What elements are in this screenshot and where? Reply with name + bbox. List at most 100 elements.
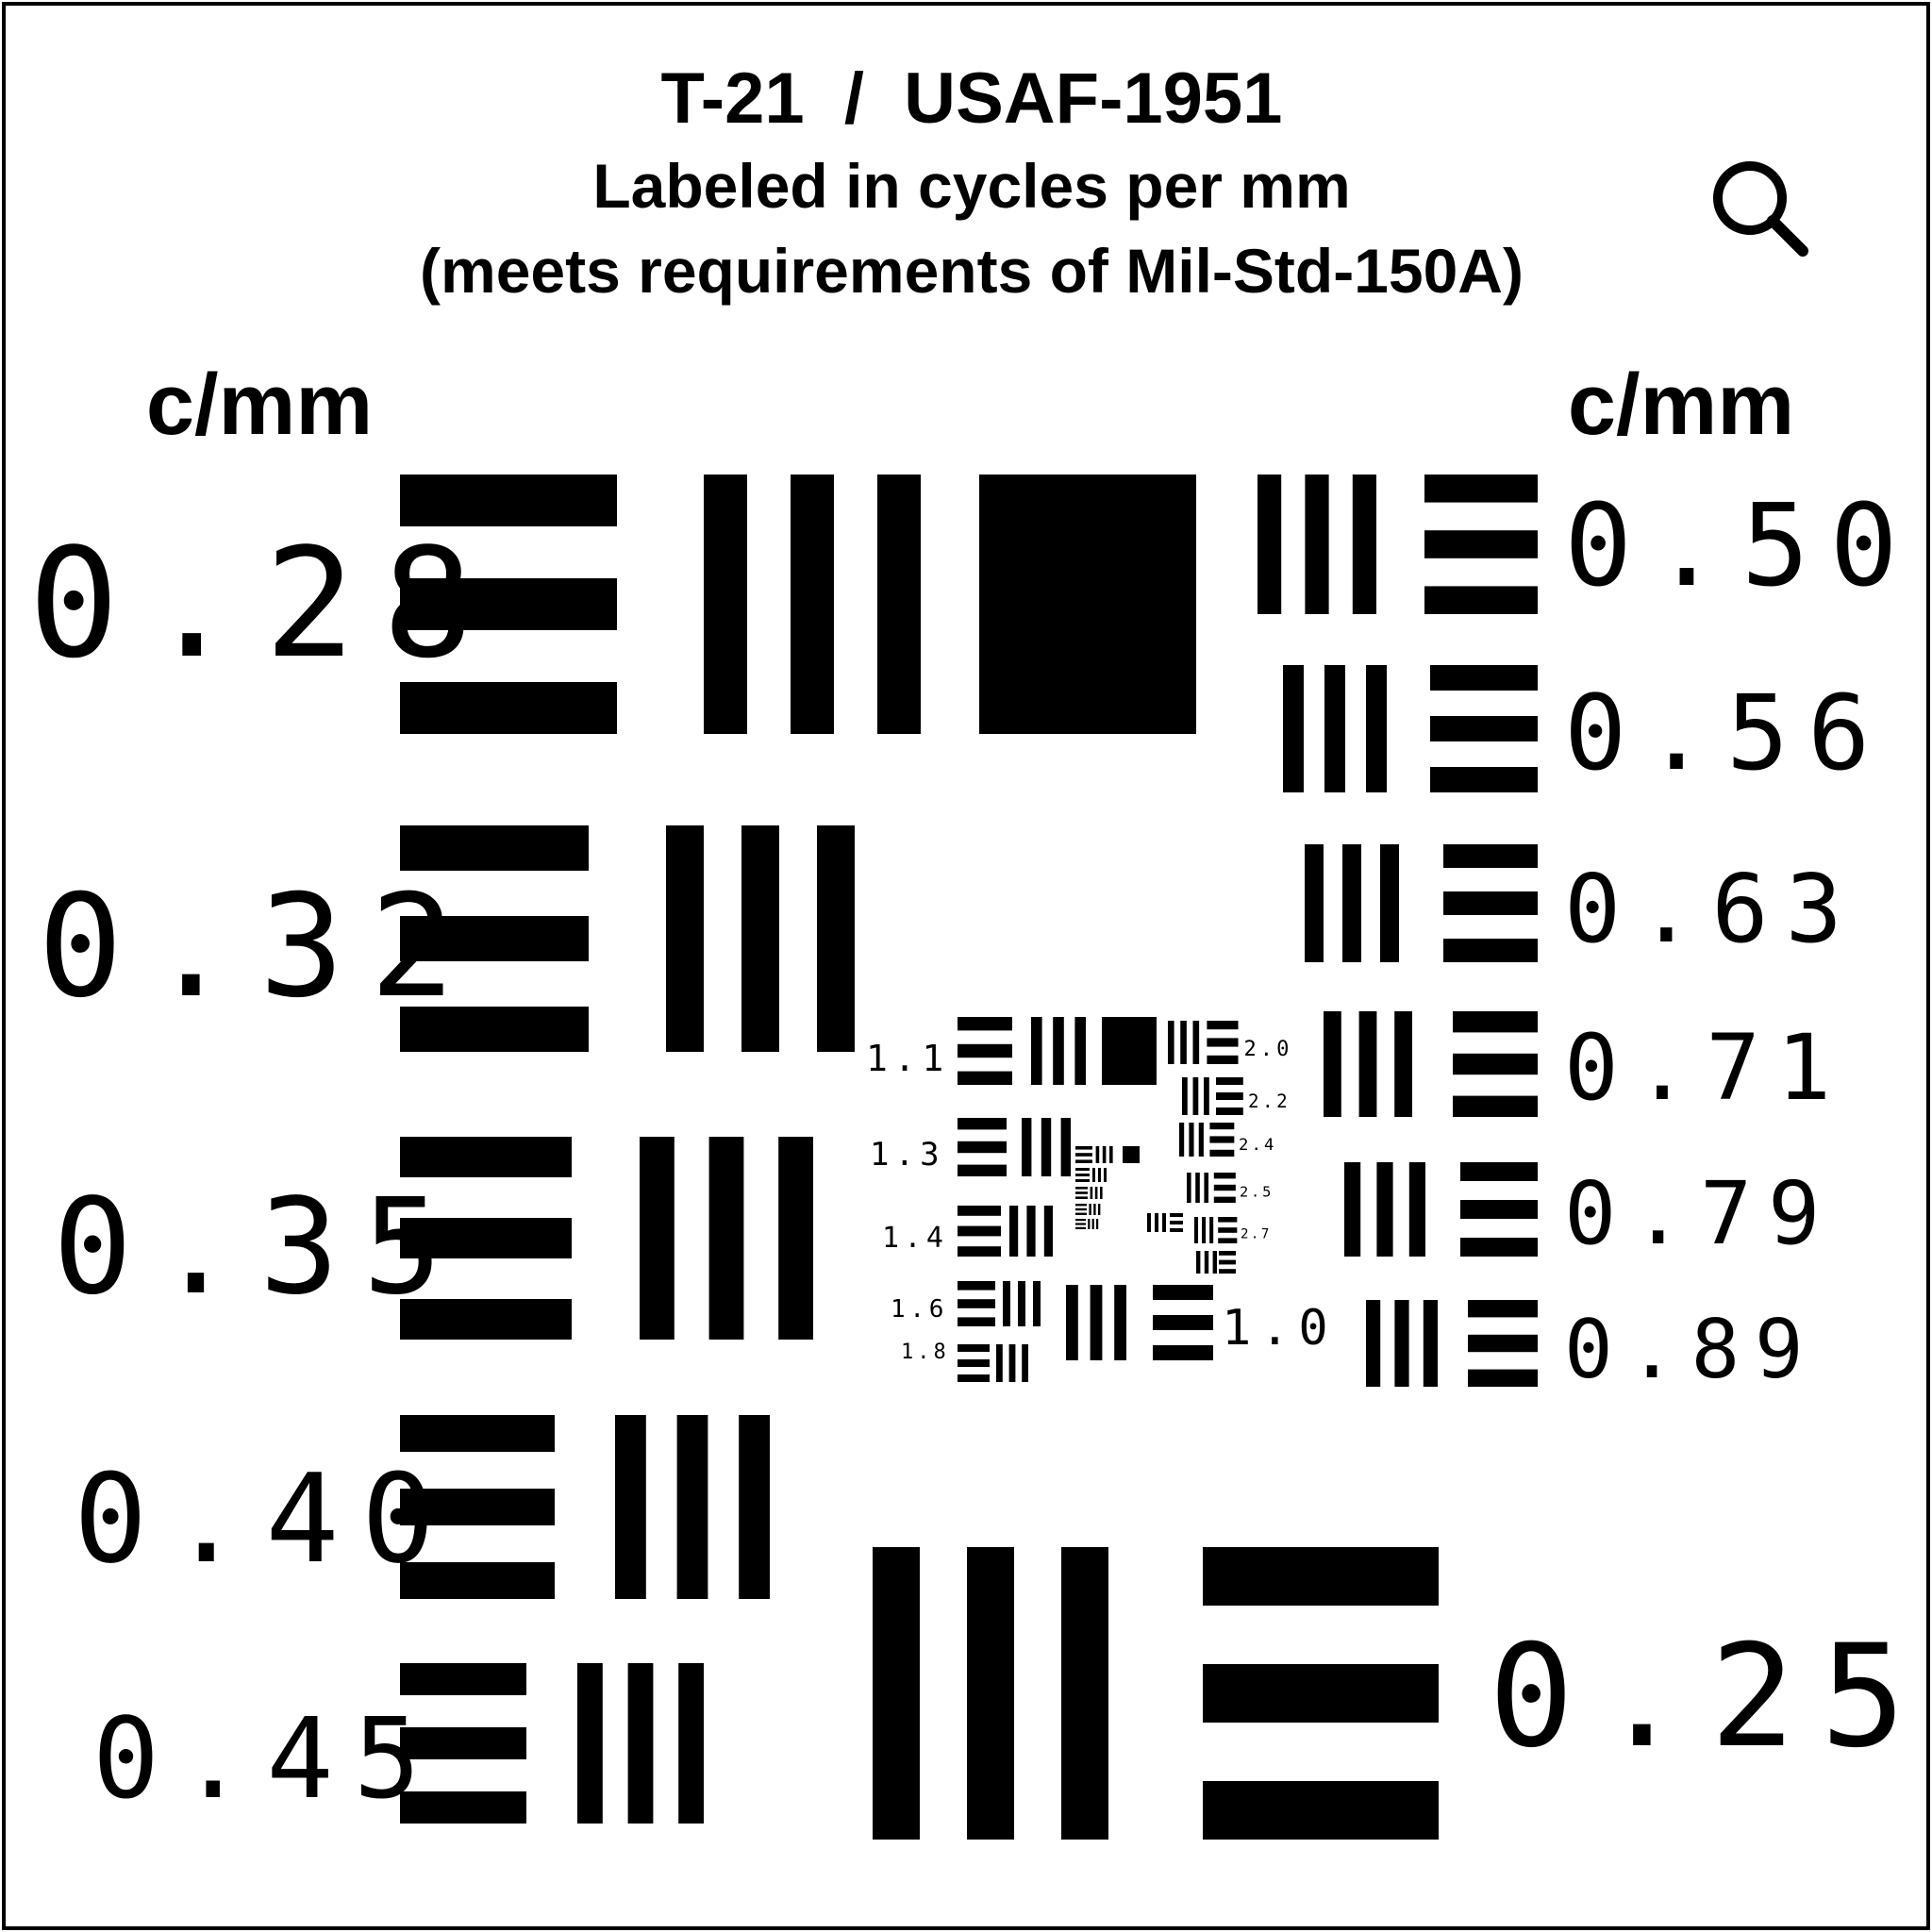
element-2-4-vbar <box>1189 1123 1193 1157</box>
unit-label-right: c/mm <box>1568 357 1794 453</box>
micro-element-vbar <box>1147 1213 1151 1232</box>
element-1-3-vbar <box>1041 1118 1051 1176</box>
element-2-4-vbar <box>1179 1123 1184 1157</box>
element-0-40-vbar <box>615 1415 646 1599</box>
element-2-2-hbar <box>1216 1092 1243 1100</box>
element-0-50-vbar <box>1353 475 1376 614</box>
element-0-28-vbar <box>791 475 834 734</box>
element-2-5-hbar <box>1214 1185 1236 1191</box>
label-0-25: 0.25 <box>1489 1615 1931 1779</box>
element-2-5-vbar <box>1204 1173 1208 1203</box>
micro-square <box>1123 1146 1140 1163</box>
element-1-0-hbar <box>1153 1345 1213 1360</box>
micro-element-vbar <box>1096 1146 1100 1163</box>
element-1-8-hbar <box>958 1359 990 1367</box>
element-2-0-hbar <box>1207 1021 1238 1029</box>
micro-element-vbar <box>1098 1168 1101 1182</box>
element-1-3-hbar <box>958 1118 1007 1129</box>
element-2-4-hbar <box>1209 1123 1234 1129</box>
element-2-7-hbar <box>1218 1217 1237 1223</box>
element-2-2-hbar <box>1216 1077 1243 1085</box>
micro-element-hbar <box>1170 1221 1183 1224</box>
element-1-0-vbar <box>1066 1285 1078 1360</box>
element-1-4-hbar <box>958 1206 1001 1216</box>
element-0-50-hbar <box>1424 475 1538 503</box>
element-0-45-vbar <box>577 1663 603 1824</box>
micro-element-vbar <box>1093 1204 1095 1215</box>
micro-element-vbar <box>1096 1219 1098 1229</box>
element-0-79-hbar <box>1460 1200 1538 1219</box>
element-1-4-hbar <box>958 1226 1001 1237</box>
micro-element-vbar <box>1088 1219 1090 1229</box>
element-0-45-vbar <box>678 1663 704 1824</box>
micro-element-hbar <box>1075 1168 1090 1171</box>
element-0-89-vbar <box>1424 1300 1438 1387</box>
element-1-6-hbar <box>958 1299 995 1308</box>
element-1-4-vbar <box>1026 1206 1035 1257</box>
element-0-32-vbar <box>666 825 704 1052</box>
subtitle: Labeled in cycles per mm <box>592 151 1350 221</box>
micro-element-hbar <box>1075 1219 1086 1221</box>
element-0-45-hbar <box>400 1663 526 1695</box>
label-2-4: 2.4 <box>1239 1136 1276 1155</box>
label-0-35: 0.35 <box>53 1171 466 1324</box>
element-1-4-vbar <box>1044 1206 1053 1257</box>
element-1-8-vbar <box>1009 1344 1016 1382</box>
micro-element-vbar <box>1095 1187 1098 1199</box>
zoom-button[interactable] <box>1703 151 1816 264</box>
element-1-8-vbar <box>996 1344 1003 1382</box>
element-2-4-hbar <box>1209 1150 1234 1157</box>
element-2-2-hbar <box>1216 1108 1243 1115</box>
element-1-6-hbar <box>958 1281 995 1291</box>
micro-element-vbar <box>1092 1168 1095 1182</box>
element-2-0-hbar <box>1207 1056 1238 1064</box>
element-0-32-vbar <box>817 825 855 1052</box>
element-0-79-vbar <box>1344 1162 1360 1257</box>
standard-note: (meets requirements of Mil-Std-150A) <box>420 236 1524 306</box>
element-0-50-vbar <box>1257 475 1281 614</box>
element-0-45-vbar <box>628 1663 654 1824</box>
element-0-25-hbar <box>1203 1547 1439 1606</box>
element-2-5-hbar <box>1214 1173 1236 1178</box>
element-1-1-vbar <box>1053 1017 1064 1085</box>
element-2-5-vbar <box>1187 1173 1191 1203</box>
micro-element-hbar <box>1075 1196 1088 1199</box>
element-0-71-vbar <box>1394 1011 1412 1117</box>
element-0-35-vbar <box>640 1137 675 1340</box>
element-2-2-vbar <box>1182 1077 1188 1115</box>
element-0-35-vbar <box>778 1137 813 1340</box>
element-0-89-hbar <box>1468 1370 1538 1387</box>
micro-element-hbar <box>1075 1213 1087 1215</box>
element-0-89-vbar <box>1394 1300 1408 1387</box>
element-2-0-hbar <box>1207 1038 1238 1046</box>
element-1-6-vbar <box>1003 1281 1010 1326</box>
label-1-0: 1.0 <box>1222 1300 1337 1357</box>
element-2-7-vbar <box>1202 1217 1206 1243</box>
element-0-28-vbar <box>704 475 747 734</box>
element-0-35-vbar <box>709 1137 744 1340</box>
label-0-89: 0.89 <box>1564 1303 1818 1397</box>
micro-element-hbar <box>1075 1146 1092 1150</box>
micro-element-vbar <box>1104 1168 1107 1182</box>
element-2-0-vbar <box>1168 1021 1174 1064</box>
element-0-71-hbar <box>1453 1096 1538 1117</box>
element-0-56-hbar <box>1430 767 1538 792</box>
element-1-3-vbar <box>1061 1118 1071 1176</box>
element-0-56-vbar <box>1283 665 1304 792</box>
element-0-40-vbar <box>739 1415 770 1599</box>
element-1-1-vbar <box>1074 1017 1086 1085</box>
unit-label-left: c/mm <box>146 357 373 453</box>
element-1-6-hbar <box>958 1317 995 1326</box>
element-0-63-hbar <box>1443 939 1538 962</box>
element-2-4-vbar <box>1199 1123 1204 1157</box>
label-1-4: 1.4 <box>882 1222 948 1255</box>
label-2-7: 2.7 <box>1241 1226 1272 1241</box>
element-1-0-hbar <box>1153 1285 1213 1300</box>
element-0-56-hbar <box>1430 665 1538 691</box>
micro-element-hbar <box>1075 1174 1090 1176</box>
element-0-25-vbar <box>1061 1547 1108 1840</box>
micro-element-vbar <box>1109 1146 1113 1163</box>
element-1-8-hbar <box>958 1374 990 1382</box>
label-1-3: 1.3 <box>870 1136 945 1174</box>
element-1-0-vbar <box>1091 1285 1103 1360</box>
